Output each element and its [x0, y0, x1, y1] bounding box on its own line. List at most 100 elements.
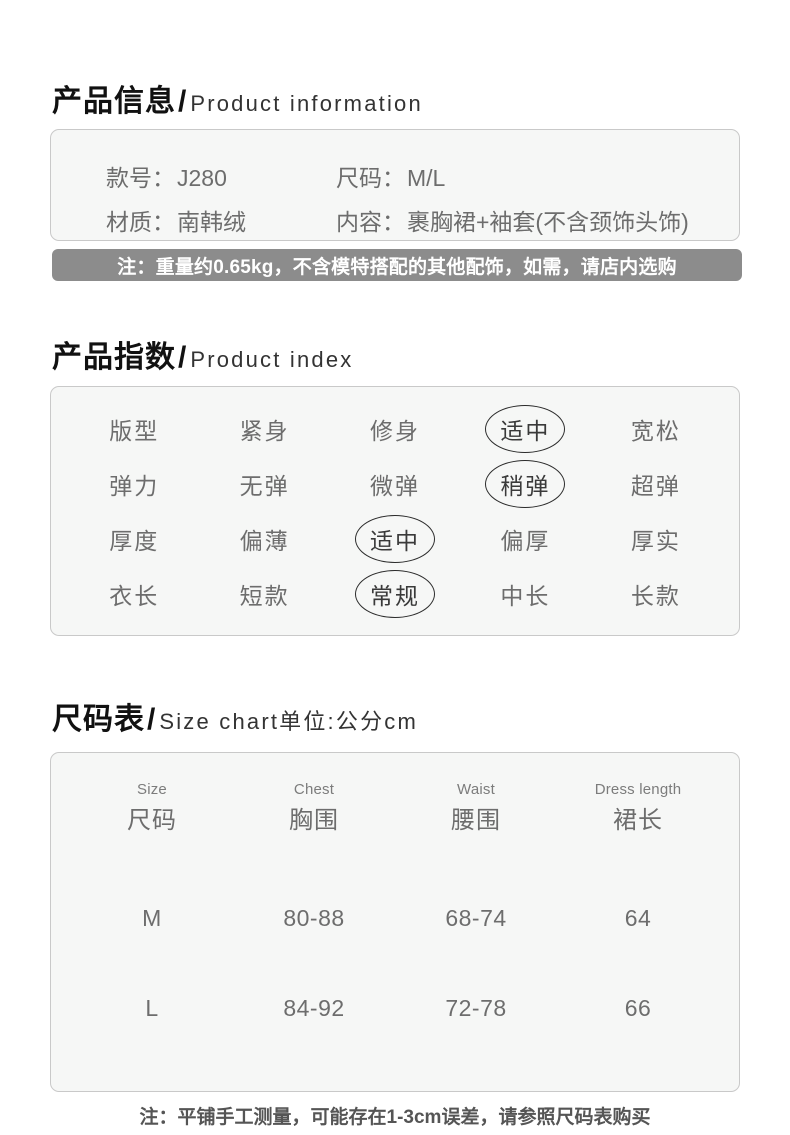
measurement-note: 注：平铺手工测量，可能存在1-3cm误差，请参照尺码表购买: [139, 1107, 651, 1128]
index-option[interactable]: 超弹: [591, 467, 721, 501]
info-label: 内容：: [336, 209, 405, 235]
header-cn: 腰围: [451, 807, 501, 834]
size-cell-size: L: [145, 994, 159, 1021]
index-row-elasticity: 弹力 无弹 微弹 稍弹 超弹: [69, 456, 721, 511]
section-heading-product-information: 产品信息 / Product information: [52, 76, 423, 120]
product-index-table: 版型 紧身 修身 适中 宽松 弹力: [51, 387, 739, 635]
index-option-text: 偏厚: [500, 527, 551, 554]
index-option-selected[interactable]: 常规: [330, 577, 460, 611]
info-cell-size: 尺码： M/L: [336, 159, 445, 193]
index-option[interactable]: 修身: [330, 412, 460, 446]
size-chart-card: Size 尺码 Chest 胸围 Waist 腰围 Dress length 裙…: [50, 752, 740, 1092]
index-option[interactable]: 短款: [199, 577, 329, 611]
section-title-cn: 尺码表: [52, 703, 145, 736]
index-option[interactable]: 厚实: [591, 522, 721, 556]
header-en: Chest: [293, 781, 335, 798]
index-option-text: 修身: [370, 417, 421, 444]
size-cell-dress-length: 64: [624, 904, 652, 931]
header-en: Waist: [457, 781, 495, 798]
info-value: J280: [177, 165, 227, 191]
index-option[interactable]: 长款: [591, 577, 721, 611]
section-title-separator: /: [178, 85, 187, 118]
weight-note-bar: 注：重量约0.65kg，不含模特搭配的其他配饰，如需，请店内选购: [52, 249, 742, 281]
section-title-separator: /: [178, 341, 187, 374]
info-label: 材质：: [106, 209, 175, 235]
size-cell-dress-length: 66: [624, 994, 652, 1021]
info-value: 南韩绒: [177, 209, 246, 235]
index-option[interactable]: 偏薄: [199, 522, 329, 556]
size-cell-chest: 84-92: [283, 994, 345, 1021]
section-title-separator: /: [147, 703, 156, 736]
header-cn: 裙长: [613, 807, 663, 834]
index-attribute-text: 衣长: [109, 582, 160, 609]
size-cell-size: M: [142, 904, 162, 931]
header-cn: 胸围: [289, 807, 339, 834]
info-row: 材质： 南韩绒 内容： 裹胸裙+袖套(不含颈饰头饰): [106, 198, 739, 242]
index-option-text: 无弹: [239, 472, 290, 499]
section-heading-size-chart: 尺码表 / Size chart单位:公分cm: [52, 694, 418, 738]
index-option-text: 适中: [500, 417, 551, 444]
info-cell-style-number: 款号： J280: [106, 159, 336, 193]
index-option[interactable]: 宽松: [591, 412, 721, 446]
index-option-text: 中长: [500, 582, 551, 609]
index-option-text: 常规: [370, 582, 421, 609]
index-option[interactable]: 微弹: [330, 467, 460, 501]
index-row-thickness: 厚度 偏薄 适中 偏厚 厚实: [69, 511, 721, 566]
index-option-selected[interactable]: 适中: [460, 412, 590, 446]
index-option-text: 超弹: [630, 472, 681, 499]
size-chart-table: Size 尺码 Chest 胸围 Waist 腰围 Dress length 裙…: [51, 753, 739, 1091]
size-chart-header-waist: Waist 腰围: [395, 781, 557, 835]
header-en: Dress length: [594, 781, 682, 798]
size-chart-header-dress-length: Dress length 裙长: [557, 781, 719, 835]
index-attribute-label: 衣长: [69, 577, 199, 611]
info-value: 裹胸裙+袖套(不含颈饰头饰): [407, 209, 689, 235]
index-option[interactable]: 偏厚: [460, 522, 590, 556]
section-title-cn: 产品信息: [52, 85, 176, 118]
product-information-grid: 款号： J280 尺码： M/L 材质： 南韩绒 内容： 裹胸裙+袖套(不含颈饰…: [51, 130, 739, 240]
info-cell-material: 材质： 南韩绒: [106, 203, 336, 237]
info-label: 款号：: [106, 165, 175, 191]
index-attribute-text: 厚度: [109, 527, 160, 554]
index-option[interactable]: 无弹: [199, 467, 329, 501]
section-title-en: Size chart单位:公分cm: [159, 709, 419, 734]
product-index-card: 版型 紧身 修身 适中 宽松 弹力: [50, 386, 740, 636]
size-chart-row: M 80-88 68-74 64: [71, 873, 719, 963]
index-option-text: 厚实: [630, 527, 681, 554]
section-heading-product-index: 产品指数 / Product index: [52, 332, 353, 376]
index-attribute-text: 版型: [109, 417, 160, 444]
index-option-selected[interactable]: 稍弹: [460, 467, 590, 501]
size-cell-chest: 80-88: [283, 904, 345, 931]
section-title-cn: 产品指数: [52, 341, 176, 374]
index-option[interactable]: 中长: [460, 577, 590, 611]
header-en: Size: [137, 781, 167, 798]
index-attribute-text: 弹力: [109, 472, 160, 499]
size-chart-header-row: Size 尺码 Chest 胸围 Waist 腰围 Dress length 裙…: [71, 781, 719, 835]
size-cell-waist: 72-78: [445, 994, 507, 1021]
index-attribute-label: 版型: [69, 412, 199, 446]
info-label: 尺码：: [336, 165, 405, 191]
index-attribute-label: 弹力: [69, 467, 199, 501]
weight-note-text: 注：重量约0.65kg，不含模特搭配的其他配饰，如需，请店内选购: [117, 256, 677, 278]
product-information-card: 款号： J280 尺码： M/L 材质： 南韩绒 内容： 裹胸裙+袖套(不含颈饰…: [50, 129, 740, 241]
size-cell-waist: 68-74: [445, 904, 507, 931]
index-option-text: 短款: [239, 582, 290, 609]
index-option-text: 紧身: [239, 417, 290, 444]
info-row: 款号： J280 尺码： M/L: [106, 154, 739, 198]
index-option-text: 宽松: [630, 417, 681, 444]
info-cell-contents: 内容： 裹胸裙+袖套(不含颈饰头饰): [336, 203, 689, 237]
info-value: M/L: [407, 165, 446, 191]
section-title-en: Product information: [190, 91, 423, 116]
index-row-fit: 版型 紧身 修身 适中 宽松: [69, 401, 721, 456]
size-chart-row: L 84-92 72-78 66: [71, 963, 719, 1053]
index-option[interactable]: 紧身: [199, 412, 329, 446]
section-title-en: Product index: [190, 347, 354, 372]
index-option-text: 长款: [630, 582, 681, 609]
size-chart-header-size: Size 尺码: [71, 781, 233, 835]
index-option-text: 微弹: [370, 472, 421, 499]
size-chart-header-chest: Chest 胸围: [233, 781, 395, 835]
index-option-text: 稍弹: [500, 472, 551, 499]
index-attribute-label: 厚度: [69, 522, 199, 556]
index-option-selected[interactable]: 适中: [330, 522, 460, 556]
index-row-length: 衣长 短款 常规 中长 长款: [69, 566, 721, 621]
